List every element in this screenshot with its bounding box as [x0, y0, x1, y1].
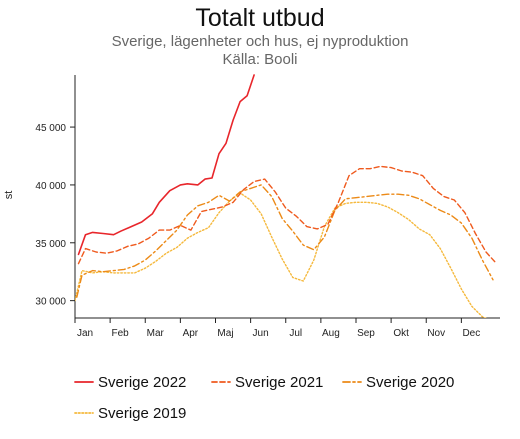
x-axis: Jan Feb Mar Apr Maj Jun Jul Aug Sep Okt Nov Dec: [74, 317, 500, 339]
x-tick-label: Jun: [253, 328, 269, 339]
chart-title: Totalt utbud: [195, 4, 324, 32]
y-tick-label: 45 000: [35, 123, 66, 134]
x-tick-label: Aug: [322, 328, 340, 339]
x-tick-label: Maj: [217, 328, 233, 339]
legend: Sverige 2022 Sverige 2021 Sverige 2020 Sver…: [74, 374, 454, 422]
y-tick-label: 35 000: [35, 239, 66, 250]
y-axis-label: st: [3, 191, 15, 200]
y-tick-label: 40 000: [35, 181, 66, 192]
legend-label: Sverige 2022: [98, 374, 186, 391]
x-tick-label: Nov: [427, 328, 445, 339]
x-tick-label: Jul: [289, 328, 302, 339]
legend-label: Sverige 2021: [235, 374, 323, 391]
x-tick-label: Apr: [183, 328, 199, 339]
x-tick-label: Sep: [357, 328, 375, 339]
series-lines: [75, 74, 498, 318]
series-line-sverige-2022: [77, 74, 255, 256]
chart-source: Källa: Booli: [222, 51, 297, 68]
chart-subtitle: Sverige, lägenheter och hus, ej nyproduk…: [112, 33, 409, 50]
x-tick-label: Dec: [462, 328, 480, 339]
legend-label: Sverige 2020: [366, 374, 454, 391]
legend-label: Sverige 2019: [98, 405, 186, 422]
y-axis: 30 000 35 000 40 000 45 000: [35, 75, 76, 318]
series-line-sverige-2021: [77, 165, 498, 265]
series-line-sverige-2020: [76, 184, 494, 298]
x-tick-label: Feb: [112, 328, 130, 339]
plot-area: 30 000 35 000 40 000 45 000 Jan Feb Mar Apr Maj…: [35, 74, 500, 339]
x-tick-label: Mar: [147, 328, 165, 339]
y-tick-label: 30 000: [35, 297, 66, 308]
series-line-sverige-2019: [75, 192, 487, 318]
x-tick-label: Jan: [77, 328, 93, 339]
x-tick-label: Okt: [393, 328, 409, 339]
